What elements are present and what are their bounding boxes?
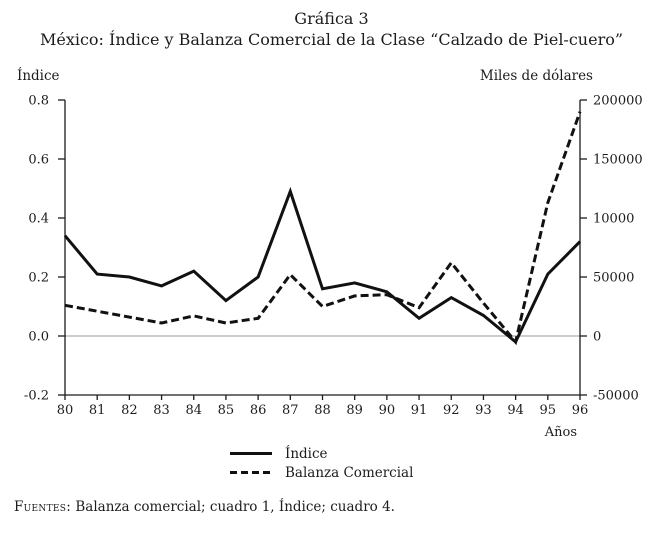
- x-axis-tick-label: 85: [218, 403, 235, 418]
- left-axis-tick-label: 0.2: [28, 271, 49, 286]
- x-axis-tick-label: 87: [282, 403, 299, 418]
- legend-item-indice: Índice: [230, 444, 413, 463]
- sources-text: Balanza comercial; cuadro 1, Índice; cua…: [71, 499, 395, 515]
- right-axis-tick-label: 150000: [593, 153, 643, 168]
- chart-legend: Índice Balanza Comercial: [230, 444, 413, 482]
- right-axis-tick-label: 50000: [593, 271, 634, 286]
- x-axis-tick-label: 95: [540, 403, 557, 418]
- series-line-indice: [63, 186, 582, 345]
- title-block: Gráfica 3 México: Índice y Balanza Comer…: [0, 8, 663, 50]
- right-axis-tick-label: 10000: [593, 212, 634, 227]
- chart-title: Gráfica 3: [294, 9, 369, 28]
- left-axis-tick-label: 0.4: [28, 212, 49, 227]
- x-axis-tick-label: 90: [379, 403, 396, 418]
- series-line-balanza-comercial: [64, 111, 582, 346]
- right-axis-title: Miles de dólares: [479, 68, 593, 84]
- sources-footnote: Fuentes: Balanza comercial; cuadro 1, Ín…: [14, 499, 395, 515]
- x-axis-tick-label: 89: [346, 403, 363, 418]
- x-axis-tick-label: 86: [250, 403, 267, 418]
- right-axis-tick-label: -50000: [593, 389, 639, 404]
- x-axis-tick-label: 94: [507, 403, 524, 418]
- legend-label: Índice: [285, 445, 328, 462]
- right-axis-tick-label: 200000: [593, 94, 643, 109]
- legend-item-balanza: Balanza Comercial: [230, 463, 413, 482]
- x-axis-tick-label: 91: [411, 403, 428, 418]
- x-axis-tick-label: 93: [475, 403, 492, 418]
- x-axis-tick-label: 83: [153, 403, 170, 418]
- x-axis-tick-label: 92: [443, 403, 460, 418]
- left-axis-title: Índice: [17, 68, 60, 84]
- dashed-line-swatch: [230, 471, 272, 474]
- x-axis-tick-label: 82: [121, 403, 138, 418]
- x-axis-tick-label: 80: [57, 403, 74, 418]
- solid-line-swatch: [230, 452, 272, 455]
- chart-subtitle: México: Índice y Balanza Comercial de la…: [39, 30, 624, 49]
- left-axis-tick-label: 0.8: [28, 94, 49, 109]
- x-axis-title: Años: [544, 425, 577, 440]
- legend-label: Balanza Comercial: [285, 464, 414, 481]
- left-axis-tick-label: 0.0: [28, 330, 49, 345]
- sources-label: Fuentes:: [14, 499, 72, 515]
- left-axis-tick-label: -0.2: [24, 389, 49, 404]
- x-axis-tick-label: 84: [185, 403, 202, 418]
- right-axis-tick-label: 0: [593, 330, 601, 345]
- left-axis-tick-label: 0.6: [28, 153, 49, 168]
- x-axis-tick-label: 88: [314, 403, 331, 418]
- x-axis-tick-label: 96: [572, 403, 589, 418]
- x-axis-tick-label: 81: [89, 403, 106, 418]
